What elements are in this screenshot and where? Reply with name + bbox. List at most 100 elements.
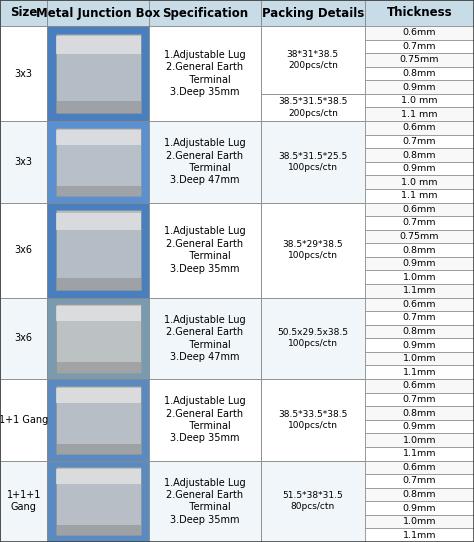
Text: 1.Adjustable Lug
2.General Earth
   Terminal
3.Deep 35mm: 1.Adjustable Lug 2.General Earth Termina… xyxy=(164,227,246,274)
Bar xyxy=(365,406,474,420)
Bar xyxy=(55,444,141,454)
Bar xyxy=(0,26,47,121)
Bar xyxy=(365,216,474,230)
Bar xyxy=(55,304,141,372)
Bar xyxy=(149,0,261,26)
Text: 0.6mm: 0.6mm xyxy=(403,300,436,309)
Bar xyxy=(365,379,474,392)
Bar xyxy=(47,121,149,203)
Text: 0.7mm: 0.7mm xyxy=(403,313,436,322)
Bar xyxy=(55,186,141,196)
Bar xyxy=(0,461,47,542)
Bar xyxy=(365,148,474,162)
Text: 1.1 mm: 1.1 mm xyxy=(401,110,438,119)
Text: 1.0mm: 1.0mm xyxy=(403,436,436,444)
Bar xyxy=(149,26,261,121)
Bar xyxy=(261,26,365,121)
Bar xyxy=(365,284,474,298)
Text: 0.7mm: 0.7mm xyxy=(403,42,436,51)
Text: 0.8mm: 0.8mm xyxy=(403,490,436,499)
Text: 1+1+1
Gang: 1+1+1 Gang xyxy=(7,490,41,513)
Bar xyxy=(55,278,141,290)
Text: 0.6mm: 0.6mm xyxy=(403,382,436,390)
Bar xyxy=(55,101,141,113)
Text: Metal Junction Box: Metal Junction Box xyxy=(36,7,161,20)
Bar xyxy=(365,461,474,474)
Text: 0.75mm: 0.75mm xyxy=(400,232,439,241)
Text: 0.6mm: 0.6mm xyxy=(403,28,436,37)
Bar xyxy=(365,528,474,542)
Bar xyxy=(261,461,365,542)
Bar xyxy=(365,230,474,243)
Text: 1.Adjustable Lug
2.General Earth
   Terminal
3.Deep 47mm: 1.Adjustable Lug 2.General Earth Termina… xyxy=(164,315,246,362)
Text: 0.7mm: 0.7mm xyxy=(403,395,436,404)
Bar xyxy=(365,162,474,176)
Bar xyxy=(55,34,141,113)
Text: 1.1mm: 1.1mm xyxy=(403,531,436,540)
Bar xyxy=(47,461,149,542)
Bar xyxy=(149,379,261,461)
Text: 1.0 mm: 1.0 mm xyxy=(401,178,438,186)
Text: 38.5*33.5*38.5
100pcs/ctn: 38.5*33.5*38.5 100pcs/ctn xyxy=(278,410,347,430)
Bar xyxy=(0,121,47,203)
Bar xyxy=(55,130,141,145)
Bar xyxy=(365,67,474,80)
Bar xyxy=(0,203,47,298)
Text: 0.9mm: 0.9mm xyxy=(403,504,436,513)
Text: 1.1mm: 1.1mm xyxy=(403,449,436,458)
Text: 51.5*38*31.5
80pcs/ctn: 51.5*38*31.5 80pcs/ctn xyxy=(283,491,343,511)
Text: 0.6mm: 0.6mm xyxy=(403,124,436,132)
Bar xyxy=(55,36,141,54)
Bar xyxy=(55,469,141,484)
Bar xyxy=(261,379,365,461)
Bar xyxy=(365,338,474,352)
Bar xyxy=(365,176,474,189)
Text: 1.0mm: 1.0mm xyxy=(403,354,436,363)
Bar xyxy=(0,298,47,379)
Text: 3x6: 3x6 xyxy=(15,333,33,343)
Bar xyxy=(55,362,141,372)
Text: 38*31*38.5
200pcs/ctn: 38*31*38.5 200pcs/ctn xyxy=(287,50,339,70)
Bar xyxy=(47,26,149,121)
Bar xyxy=(365,474,474,488)
Text: 0.75mm: 0.75mm xyxy=(400,55,439,64)
Bar xyxy=(47,379,149,461)
Bar xyxy=(365,434,474,447)
Text: Specification: Specification xyxy=(162,7,248,20)
Text: 3x3: 3x3 xyxy=(15,157,33,167)
Text: 1.1 mm: 1.1 mm xyxy=(401,191,438,200)
Bar xyxy=(55,467,141,535)
Text: 1+1 Gang: 1+1 Gang xyxy=(0,415,48,425)
Text: 3x3: 3x3 xyxy=(15,68,33,79)
Text: 1.0 mm: 1.0 mm xyxy=(401,96,438,105)
Text: 0.9mm: 0.9mm xyxy=(403,82,436,92)
Bar xyxy=(365,392,474,406)
Bar xyxy=(365,40,474,53)
Bar xyxy=(365,298,474,311)
Text: 0.8mm: 0.8mm xyxy=(403,69,436,78)
Bar xyxy=(365,515,474,528)
Text: 50.5x29.5x38.5
100pcs/ctn: 50.5x29.5x38.5 100pcs/ctn xyxy=(277,328,348,349)
Bar xyxy=(365,0,474,26)
Text: 0.8mm: 0.8mm xyxy=(403,409,436,417)
Text: 1.1mm: 1.1mm xyxy=(403,368,436,377)
Text: 1.1mm: 1.1mm xyxy=(403,286,436,295)
Text: 1.Adjustable Lug
2.General Earth
   Terminal
3.Deep 35mm: 1.Adjustable Lug 2.General Earth Termina… xyxy=(164,478,246,525)
Bar xyxy=(261,121,365,203)
Text: 1.Adjustable Lug
2.General Earth
   Terminal
3.Deep 35mm: 1.Adjustable Lug 2.General Earth Termina… xyxy=(164,396,246,443)
Bar xyxy=(365,243,474,257)
Text: Thickness: Thickness xyxy=(387,7,452,20)
Bar xyxy=(0,379,47,461)
Text: 0.7mm: 0.7mm xyxy=(403,476,436,486)
Text: 1.0mm: 1.0mm xyxy=(403,517,436,526)
Bar xyxy=(365,121,474,134)
Bar xyxy=(55,306,141,321)
Text: 1.Adjustable Lug
2.General Earth
   Terminal
3.Deep 47mm: 1.Adjustable Lug 2.General Earth Termina… xyxy=(164,138,246,185)
Bar xyxy=(261,203,365,298)
Bar xyxy=(365,447,474,461)
Bar xyxy=(365,80,474,94)
Bar xyxy=(365,53,474,67)
Text: 38.5*31.5*38.5
200pcs/ctn: 38.5*31.5*38.5 200pcs/ctn xyxy=(278,98,347,118)
Bar xyxy=(365,420,474,434)
Text: 0.9mm: 0.9mm xyxy=(403,422,436,431)
